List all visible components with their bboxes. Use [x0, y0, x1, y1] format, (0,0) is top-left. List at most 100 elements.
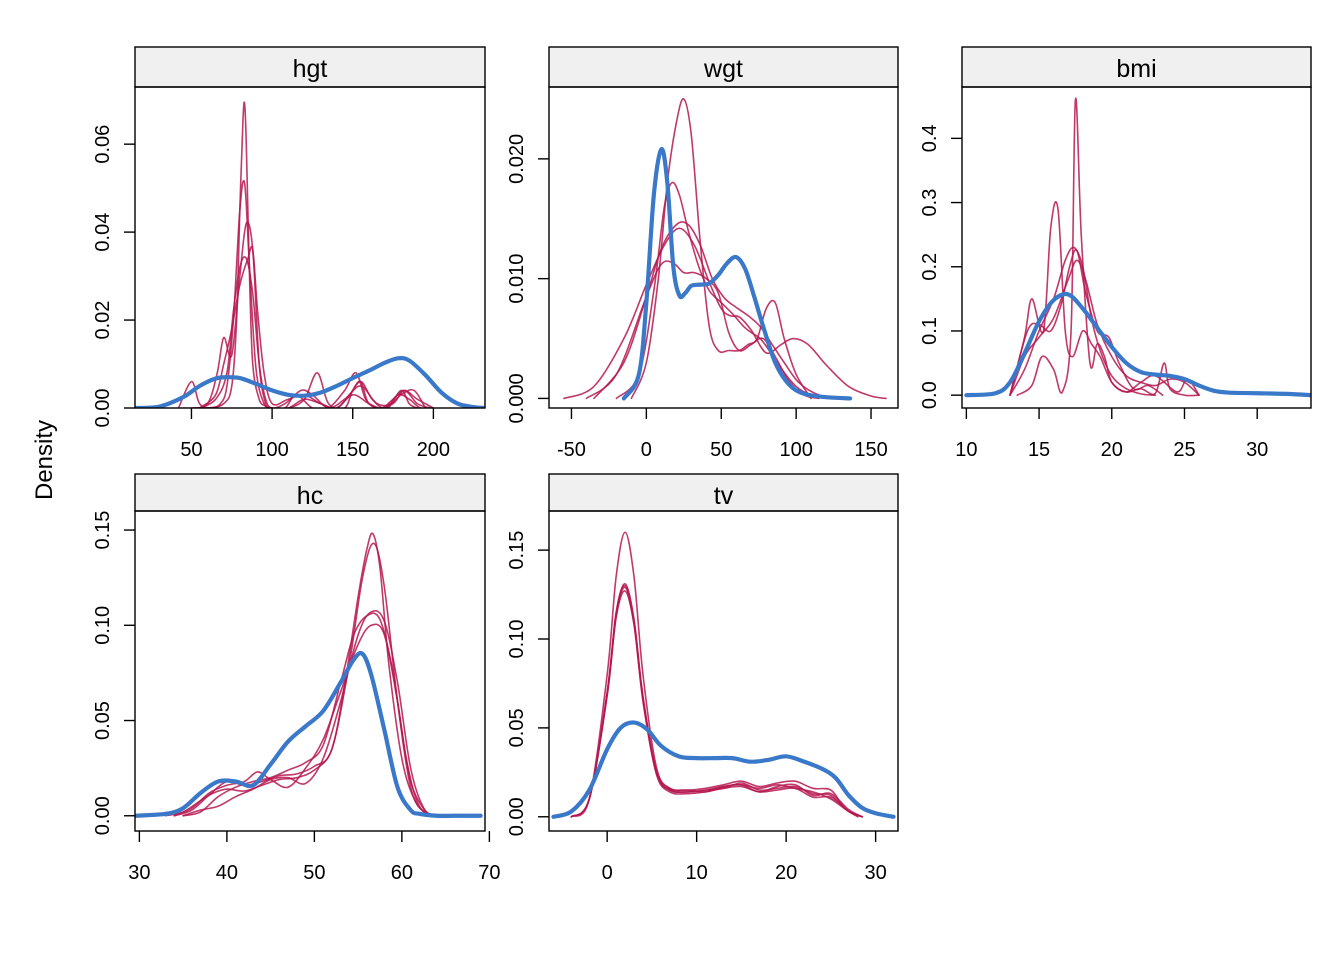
y-tick-label: 0.05: [506, 708, 528, 747]
x-tick-label: 0: [602, 862, 613, 884]
y-axis: 0.00 0.05 0.10 0.15: [92, 511, 135, 835]
imputed-density-line-4: [182, 610, 438, 817]
x-tick-label: 15: [1028, 439, 1050, 461]
strip-header: [548, 473, 899, 512]
x-tick-label: 150: [854, 439, 887, 461]
panel-border: [134, 510, 486, 832]
y-tick-label: 0.02: [92, 301, 114, 340]
x-tick-label: 70: [478, 862, 500, 884]
strip-title: tv: [714, 482, 734, 510]
y-tick-label: 0.4: [919, 124, 941, 152]
panel-border: [548, 86, 899, 409]
strip-header: [961, 46, 1312, 88]
x-tick-label: 50: [303, 862, 325, 884]
plot-area: [551, 531, 896, 819]
strip-title: hgt: [293, 55, 328, 83]
imputed-density-line-5: [173, 623, 429, 817]
panel-tv: tv 0 10 20 30 0.00 0.05 0.10 0.15: [506, 473, 899, 884]
plot-area: [135, 101, 485, 408]
y-tick-label: 0.15: [92, 511, 114, 550]
plot-area: [563, 98, 887, 401]
strip-title: wgt: [703, 55, 743, 83]
x-axis: 30 40 50 60 70: [128, 831, 501, 884]
imputed-density-line-5: [585, 260, 820, 400]
imputed-density-line-2: [177, 179, 427, 408]
y-tick-label: 0.00: [92, 796, 114, 835]
x-axis: -50 0 50 100 150: [557, 408, 888, 461]
imputed-density-line-1: [164, 532, 447, 817]
observed-density-line: [135, 650, 483, 819]
imputed-density-line-3: [593, 221, 842, 400]
x-tick-label: 200: [417, 439, 450, 461]
x-axis: 0 10 20 30: [602, 831, 887, 884]
x-tick-label: 25: [1173, 439, 1195, 461]
panel-hc: hc 30 40 50 60 70 0.00 0.05 0.10 0.15: [92, 473, 501, 884]
imputed-density-line-1: [1016, 97, 1200, 397]
x-axis: 10 15 20 25 30: [955, 408, 1268, 461]
panel-border: [548, 510, 899, 832]
observed-density-line: [551, 720, 896, 819]
imputed-density-line-4: [198, 255, 431, 408]
imputed-density-line-1: [570, 531, 859, 818]
x-tick-label: 0: [641, 439, 652, 461]
y-tick-label: 0.06: [92, 125, 114, 164]
x-tick-label: 10: [955, 439, 977, 461]
x-tick-label: 20: [1101, 439, 1123, 461]
y-axis: 0.0 0.1 0.2 0.3 0.4: [919, 124, 962, 409]
x-tick-label: 100: [779, 439, 812, 461]
x-tick-label: 30: [1246, 439, 1268, 461]
x-tick-label: 30: [128, 862, 150, 884]
y-tick-label: 0.05: [92, 701, 114, 740]
imputed-density-line-4: [563, 227, 887, 400]
x-tick-label: 50: [180, 439, 202, 461]
y-tick-label: 0.10: [92, 606, 114, 645]
y-axis: 0.00 0.02 0.04 0.06: [92, 125, 135, 428]
y-tick-label: 0.15: [506, 531, 528, 570]
strip-header: [134, 46, 486, 88]
x-tick-label: 60: [391, 862, 413, 884]
y-axis-label: Density: [31, 420, 58, 500]
x-tick-label: 40: [216, 862, 238, 884]
imputed-density-line-5: [570, 583, 864, 818]
y-tick-label: 0.2: [919, 253, 941, 281]
x-axis: 50 100 150 200: [180, 408, 450, 461]
panel-bmi: bmi 10 15 20 25 30 0.0 0.1 0.2 0.3 0.4: [919, 46, 1312, 461]
observed-density-line: [135, 356, 485, 408]
strip-header: [548, 46, 899, 88]
panel-hgt: hgt 50 100 150 200 0.00 0.02 0.04 0.06: [92, 46, 486, 461]
x-tick-label: 10: [686, 862, 708, 884]
y-tick-label: 0.3: [919, 189, 941, 217]
strip-title: hc: [297, 482, 323, 510]
y-tick-label: 0.00: [506, 797, 528, 836]
y-tick-label: 0.0: [919, 381, 941, 409]
y-axis: 0.00 0.05 0.10 0.15: [506, 531, 549, 836]
imputed-density-line-3: [190, 221, 435, 408]
strip-title: bmi: [1116, 55, 1156, 83]
imputed-density-line-3: [1009, 246, 1157, 396]
observed-density-line: [621, 147, 853, 401]
observed-density-line: [964, 291, 1311, 398]
y-tick-label: 0.00: [92, 389, 114, 428]
y-tick-label: 0.10: [506, 620, 528, 659]
y-tick-label: 0.010: [506, 254, 528, 304]
y-tick-label: 0.020: [506, 134, 528, 184]
y-tick-label: 0.1: [919, 317, 941, 345]
panel-border: [961, 86, 1312, 409]
y-tick-label: 0.000: [506, 373, 528, 423]
x-tick-label: 20: [775, 862, 797, 884]
strip-header: [134, 473, 486, 512]
y-axis: 0.000 0.010 0.020: [506, 134, 549, 423]
x-tick-label: 30: [865, 862, 887, 884]
x-tick-label: 150: [336, 439, 369, 461]
panel-wgt: wgt -50 0 50 100 150 0.000 0.010 0.020: [506, 46, 899, 461]
y-tick-label: 0.04: [92, 213, 114, 252]
x-tick-label: 50: [710, 439, 732, 461]
x-tick-label: 100: [255, 439, 288, 461]
imputed-density-line-5: [198, 245, 435, 408]
plot-area: [135, 532, 483, 819]
panel-border: [134, 86, 486, 409]
plot-area: [964, 97, 1311, 398]
x-tick-label: -50: [557, 439, 586, 461]
